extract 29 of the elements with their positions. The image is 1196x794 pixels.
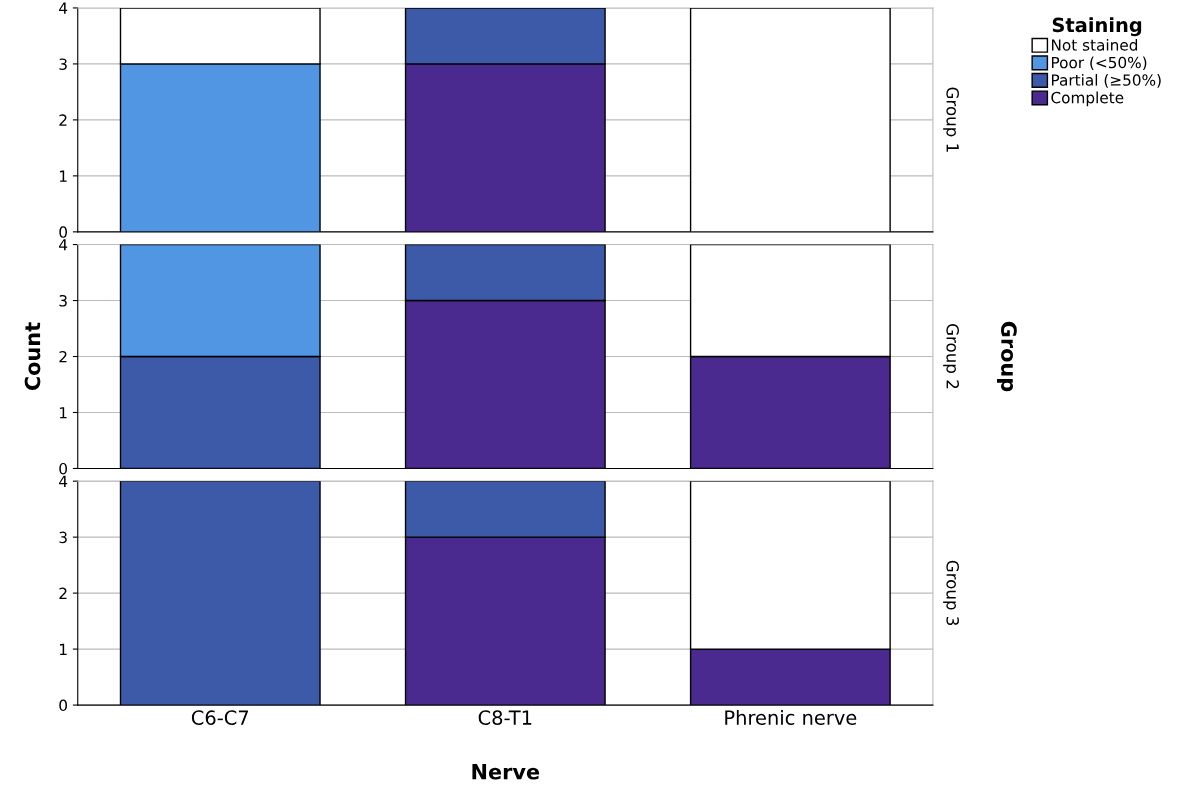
y-tick-label: 2 — [59, 114, 67, 126]
legend-label: Not stained — [1051, 38, 1138, 51]
y2-axis-title: Group 1 — [943, 87, 959, 152]
x-tick-label: C8-T1 — [478, 710, 532, 725]
legend-label: Poor (<50%) — [1051, 56, 1147, 71]
y-tick-label: 1 — [59, 407, 67, 419]
text: Group — [997, 321, 1017, 392]
y-tick-label: 4 — [59, 475, 68, 487]
y-tick-label: 0 — [59, 699, 67, 712]
y-axis-title: Count — [24, 322, 41, 391]
y2-axis-title: Group 2 — [943, 324, 959, 389]
y-tick-label: 0 — [59, 226, 67, 238]
y-tick-label: 3 — [59, 531, 67, 544]
y-tick-label: 2 — [59, 587, 67, 599]
y-tick-label: 4 — [59, 239, 68, 251]
legend-title: Staining — [1052, 17, 1142, 37]
x-tick-label: Phrenic nerve — [725, 709, 857, 725]
legend-label: Complete — [1051, 91, 1124, 107]
y-tick-label: 1 — [59, 643, 67, 655]
y-tick-label: 0 — [59, 462, 67, 475]
legend-label: Partial (≥50%) — [1051, 74, 1161, 88]
y-tick-label: 1 — [59, 170, 67, 182]
x-axis-title: Nerve — [472, 764, 540, 780]
y-tick-label: 3 — [59, 58, 67, 70]
y-tick-label: 3 — [59, 294, 67, 307]
y-tick-label: 2 — [59, 350, 67, 363]
y-tick-label: 4 — [59, 2, 68, 14]
y2-axis-title: Group 3 — [943, 560, 959, 626]
x-tick-label: C6-C7 — [191, 710, 249, 725]
